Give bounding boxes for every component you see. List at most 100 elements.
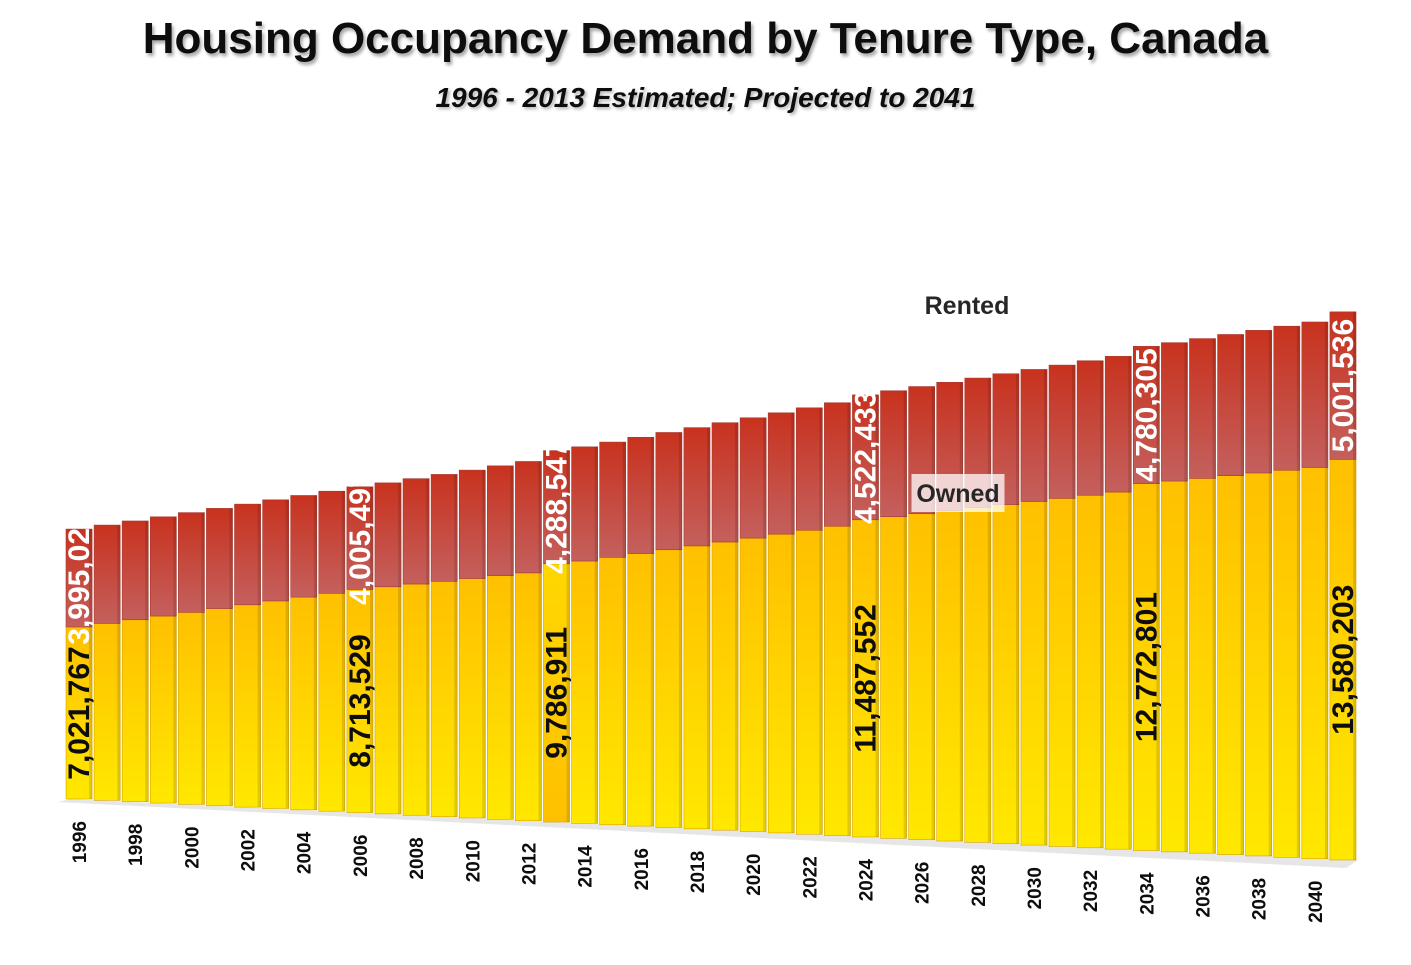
x-tick-1996: 1996 — [70, 821, 91, 863]
bar-side-2041 — [1353, 311, 1356, 861]
rented-value-label-1996: 3,995,022 — [63, 511, 96, 644]
bar-side-2009 — [454, 474, 458, 817]
x-tick-2012: 2012 — [519, 843, 540, 885]
owned-bar-2002 — [234, 604, 261, 808]
owned-bar-2019 — [711, 541, 739, 831]
owned-bar-2024 — [852, 519, 879, 838]
series-label-rented-box — [913, 286, 1021, 324]
series-labels: Rented Owned — [911, 286, 1021, 512]
bar-side-2014 — [594, 446, 598, 824]
x-tick-2034: 2034 — [1137, 872, 1158, 915]
bar-side-2007 — [398, 482, 402, 814]
owned-bar-1996 — [65, 626, 93, 800]
owned-bar-2026 — [908, 513, 935, 840]
x-tick-2002: 2002 — [239, 829, 260, 871]
owned-bar-1999 — [149, 615, 177, 804]
bar-side-2024 — [875, 394, 879, 837]
owned-bar-2035 — [1161, 480, 1188, 853]
owned-bar-2010 — [458, 578, 486, 819]
bar-side-2021 — [791, 412, 795, 833]
owned-bar-2008 — [402, 583, 430, 816]
rented-bar-2013 — [543, 450, 570, 565]
rented-bar-2038 — [1245, 330, 1273, 474]
bar-side-2029 — [1015, 373, 1019, 844]
bar-side-2037 — [1240, 334, 1244, 855]
owned-bar-2039 — [1273, 469, 1301, 858]
owned-bar-2033 — [1104, 491, 1132, 850]
bar-side-2011 — [510, 465, 514, 820]
rented-bar-2030 — [1020, 369, 1048, 502]
rented-bar-2007 — [374, 482, 402, 588]
rented-bar-2034 — [1133, 346, 1160, 484]
rented-value-label-2013: 4,288,547 — [541, 440, 574, 573]
rented-bar-1997 — [93, 524, 121, 624]
rented-bar-2019 — [711, 422, 739, 543]
owned-bar-2021 — [767, 533, 795, 834]
rented-bar-2015 — [599, 441, 627, 558]
owned-bar-1998 — [121, 619, 149, 803]
bar-side-2026 — [931, 386, 935, 840]
owned-value-label-2041: 13,580,203 — [1327, 585, 1360, 735]
series-label-rented: Rented — [913, 286, 1021, 324]
bar-side-2027 — [959, 382, 963, 842]
x-tick-2024: 2024 — [857, 859, 878, 902]
owned-bar-2023 — [824, 525, 851, 836]
rented-bar-1998 — [121, 520, 149, 621]
owned-bar-2001 — [206, 608, 233, 807]
owned-bar-2000 — [178, 612, 205, 805]
rented-value-label-2034: 4,780,305 — [1130, 348, 1163, 481]
bar-side-2036 — [1212, 338, 1216, 854]
rented-bar-1999 — [149, 516, 177, 617]
x-tick-2026: 2026 — [913, 862, 934, 904]
bar-side-2032 — [1100, 360, 1104, 848]
chart-title: Housing Occupancy Demand by Tenure Type,… — [142, 14, 1269, 63]
series-label-owned-text: Owned — [916, 480, 999, 508]
bar-side-2038 — [1268, 330, 1272, 856]
owned-bar-2003 — [262, 600, 289, 809]
owned-bar-1997 — [93, 623, 121, 801]
bar-side-2015 — [622, 442, 626, 825]
owned-bar-2009 — [430, 581, 458, 817]
owned-bar-2018 — [683, 545, 711, 830]
bar-side-1997 — [117, 525, 121, 801]
rented-bar-2003 — [262, 499, 289, 602]
owned-bar-2030 — [1020, 501, 1048, 846]
bar-side-2039 — [1296, 326, 1300, 858]
owned-bar-2022 — [795, 529, 823, 835]
rented-bar-2039 — [1273, 325, 1301, 471]
owned-bar-2029 — [992, 504, 1020, 845]
bar-side-2004 — [313, 495, 317, 810]
x-tick-2000: 2000 — [182, 826, 203, 868]
bar-side-2031 — [1072, 365, 1076, 847]
x-tick-2016: 2016 — [632, 848, 653, 890]
owned-bar-2004 — [290, 596, 318, 811]
bar-side-2012 — [538, 461, 542, 821]
rented-bar-2023 — [824, 402, 851, 527]
rented-bar-2035 — [1161, 342, 1188, 482]
bar-side-2001 — [229, 508, 233, 806]
rented-bar-2000 — [178, 512, 205, 613]
bar-side-2018 — [707, 427, 710, 829]
x-axis-ticks: 1996 1998 2000 2002 2004 2006 2008 2010 2012 2014… — [70, 821, 1327, 923]
rented-bar-1996 — [65, 528, 93, 628]
bar-side-2013 — [566, 450, 570, 823]
bar-side-2035 — [1184, 342, 1188, 852]
x-tick-2018: 2018 — [688, 851, 709, 893]
rented-bar-2016 — [627, 436, 655, 554]
owned-bar-2041 — [1329, 459, 1357, 861]
x-tick-2004: 2004 — [295, 831, 316, 874]
owned-bar-2015 — [599, 557, 627, 826]
rented-bar-2002 — [234, 503, 261, 606]
x-tick-2014: 2014 — [576, 845, 597, 888]
owned-value-label-2013: 9,786,911 — [541, 627, 574, 759]
x-tick-2010: 2010 — [463, 840, 484, 882]
rented-bar-2021 — [767, 412, 795, 535]
owned-bar-2025 — [880, 516, 907, 839]
rented-bar-2020 — [739, 417, 767, 539]
bar-side-1999 — [173, 516, 177, 804]
series-label-rented-text: Rented — [925, 292, 1010, 320]
bar-side-2019 — [735, 422, 739, 831]
rented-bar-2040 — [1301, 321, 1329, 468]
x-tick-2036: 2036 — [1194, 875, 1215, 917]
owned-bar-2038 — [1245, 472, 1273, 857]
